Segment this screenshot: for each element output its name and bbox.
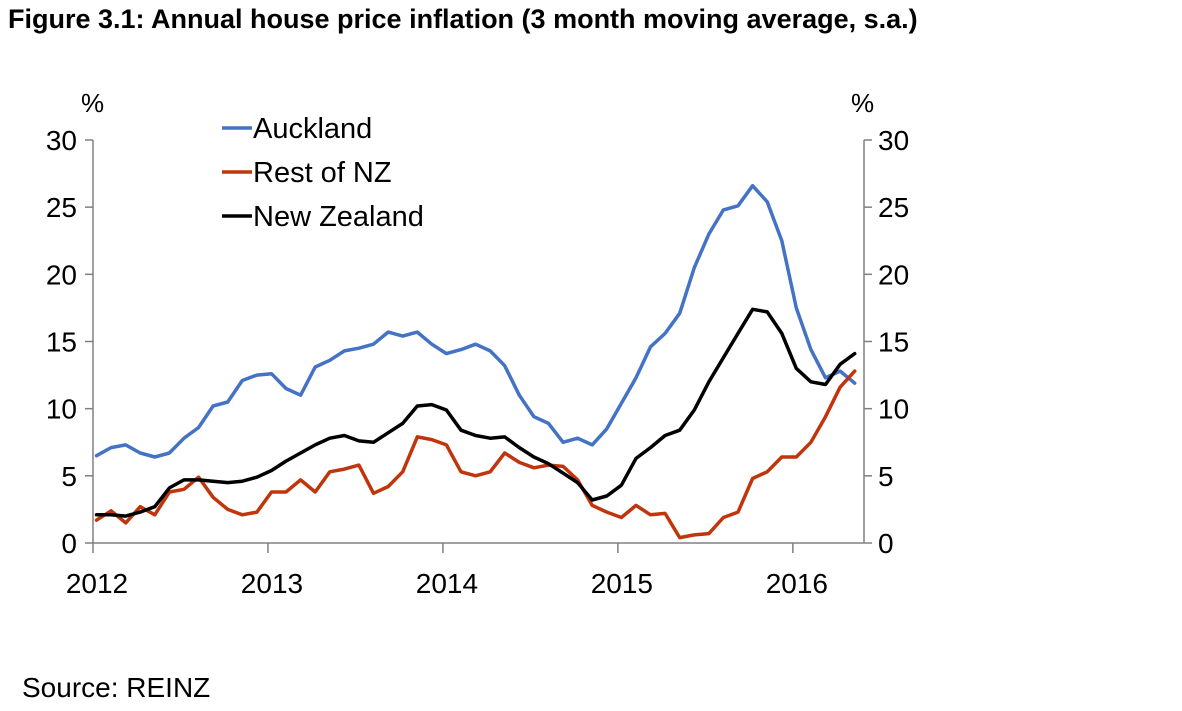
- y-tick-label-right: 15: [878, 327, 909, 358]
- legend-label-new-zealand: New Zealand: [253, 201, 424, 233]
- y-tick-label-right: 25: [878, 192, 909, 223]
- y-tick-label-left: 15: [46, 327, 77, 358]
- y-tick-label-left: 10: [46, 394, 77, 425]
- y-tick-label-right: 5: [878, 461, 894, 492]
- y-tick-label-left: 20: [46, 259, 77, 290]
- line-chart: 0 0 5 5 10 10 15 15 20 20 25 25 30 30% % 2012 2013 2014 20…: [46, 88, 909, 599]
- series-line-auckland: [94, 183, 857, 459]
- source-note: Source: REINZ: [22, 672, 211, 703]
- x-tick-label: 2016: [766, 568, 828, 599]
- y-tick-label-left: 30: [46, 125, 77, 156]
- x-tick-label: 2013: [241, 568, 303, 599]
- y-tick-label-right: 30: [878, 125, 909, 156]
- chart-series: [94, 183, 857, 540]
- y-tick-label-left: 5: [61, 461, 77, 492]
- chart-axes: 0 0 5 5 10 10 15 15 20 20 25 25 30 30% % 2012 2013 2014 20…: [46, 88, 909, 599]
- x-tick-label: 2014: [416, 568, 478, 599]
- y-axis-unit-left: %: [81, 88, 104, 118]
- chart-legend: Auckland Rest of NZ New Zealand: [222, 113, 424, 233]
- x-tick-label: 2015: [591, 568, 653, 599]
- x-tick-label: 2012: [66, 568, 128, 599]
- series-line-new-zealand: [94, 307, 857, 518]
- y-axis-unit-right: %: [851, 88, 874, 118]
- y-tick-label-right: 10: [878, 394, 909, 425]
- y-tick-label-right: 20: [878, 259, 909, 290]
- y-tick-label-left: 25: [46, 192, 77, 223]
- legend-label-rest-of-nz: Rest of NZ: [253, 157, 392, 189]
- legend-label-auckland: Auckland: [253, 113, 372, 145]
- chart-title: Figure 3.1: Annual house price inflation…: [8, 4, 918, 34]
- y-tick-label-right: 0: [878, 528, 894, 559]
- y-tick-label-left: 0: [61, 528, 77, 559]
- series-line-rest-of-nz: [94, 369, 857, 540]
